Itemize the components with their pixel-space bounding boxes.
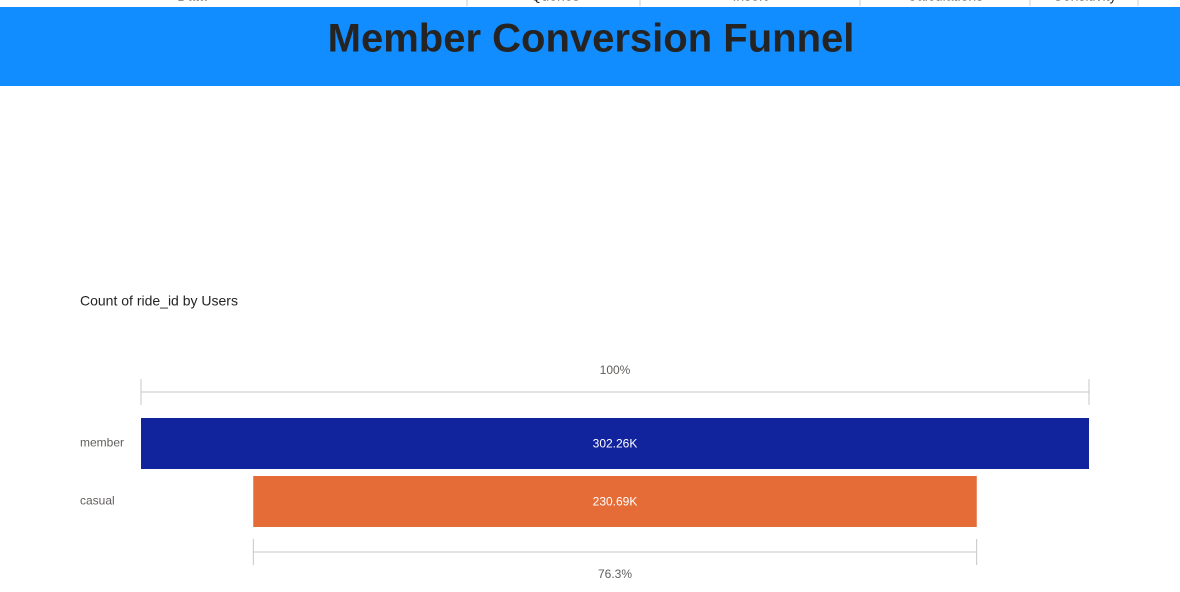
conversion-label: 100% xyxy=(600,363,631,377)
ribbon-tab: Data xyxy=(177,0,207,4)
funnel-bar xyxy=(253,476,977,527)
value-label: 230.69K xyxy=(593,495,638,509)
chart-subtitle: Count of ride_id by Users xyxy=(80,293,238,309)
header-band xyxy=(0,7,1180,86)
ribbon-tab: Insert xyxy=(732,0,767,4)
funnel-bar xyxy=(141,418,1089,469)
value-label: 302.26K xyxy=(593,437,638,451)
ribbon-tab: Queries xyxy=(530,0,579,4)
category-label: member xyxy=(80,436,124,450)
chart-title: Member Conversion Funnel xyxy=(328,17,855,61)
category-label: casual xyxy=(80,494,115,508)
ribbon-tab: Sensitivity xyxy=(1053,0,1116,4)
conversion-label: 76.3% xyxy=(598,567,632,581)
ribbon-tab: Calculations xyxy=(907,0,983,4)
